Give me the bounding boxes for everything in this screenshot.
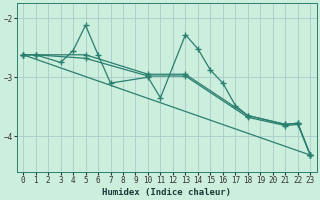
X-axis label: Humidex (Indice chaleur): Humidex (Indice chaleur): [102, 188, 231, 197]
